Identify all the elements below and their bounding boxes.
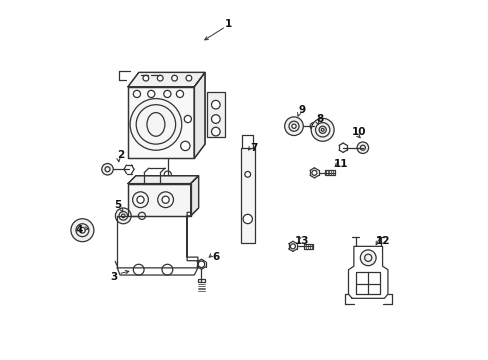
Bar xyxy=(198,279,204,282)
Circle shape xyxy=(243,214,252,224)
Circle shape xyxy=(80,227,85,233)
Circle shape xyxy=(198,261,204,267)
Circle shape xyxy=(176,90,183,98)
Circle shape xyxy=(164,171,171,178)
Circle shape xyxy=(102,163,113,175)
Circle shape xyxy=(211,115,220,123)
Circle shape xyxy=(157,75,163,81)
Circle shape xyxy=(244,171,250,177)
Bar xyxy=(303,244,312,249)
Circle shape xyxy=(132,192,148,208)
Circle shape xyxy=(158,192,173,208)
Text: 9: 9 xyxy=(298,105,305,115)
Circle shape xyxy=(360,250,375,266)
Circle shape xyxy=(311,170,316,175)
Circle shape xyxy=(133,264,144,275)
Text: 3: 3 xyxy=(110,272,117,282)
Text: 8: 8 xyxy=(316,114,323,124)
Text: 1: 1 xyxy=(224,19,231,29)
Circle shape xyxy=(356,142,368,153)
Circle shape xyxy=(310,118,333,141)
Text: 11: 11 xyxy=(333,159,348,169)
Circle shape xyxy=(211,100,220,109)
Bar xyxy=(206,92,224,137)
Circle shape xyxy=(115,208,131,224)
Polygon shape xyxy=(194,72,204,158)
Text: 6: 6 xyxy=(212,252,219,262)
Circle shape xyxy=(284,117,303,135)
Circle shape xyxy=(130,99,182,150)
Polygon shape xyxy=(190,176,198,216)
Circle shape xyxy=(211,127,220,136)
Circle shape xyxy=(291,124,296,129)
Circle shape xyxy=(309,123,317,130)
Circle shape xyxy=(162,264,172,275)
Circle shape xyxy=(133,90,140,98)
Circle shape xyxy=(171,75,177,81)
Circle shape xyxy=(138,212,145,220)
Circle shape xyxy=(121,214,125,218)
Bar xyxy=(128,184,190,216)
Bar xyxy=(325,170,334,175)
Bar xyxy=(128,87,194,158)
Circle shape xyxy=(185,75,191,81)
Text: 4: 4 xyxy=(76,225,83,235)
Bar xyxy=(241,148,254,243)
Circle shape xyxy=(184,116,191,123)
Polygon shape xyxy=(128,176,198,184)
Text: 7: 7 xyxy=(249,143,257,153)
Text: 13: 13 xyxy=(294,236,308,246)
Circle shape xyxy=(71,219,94,242)
Text: 2: 2 xyxy=(117,150,124,160)
Circle shape xyxy=(290,244,295,249)
Circle shape xyxy=(163,90,171,98)
Polygon shape xyxy=(128,72,204,87)
Text: 10: 10 xyxy=(351,127,366,136)
Circle shape xyxy=(162,196,169,203)
Circle shape xyxy=(137,196,144,203)
Circle shape xyxy=(321,129,324,131)
Text: 12: 12 xyxy=(375,236,389,246)
Circle shape xyxy=(147,90,155,98)
Circle shape xyxy=(142,75,148,81)
Circle shape xyxy=(180,141,190,150)
Text: 5: 5 xyxy=(114,200,122,210)
